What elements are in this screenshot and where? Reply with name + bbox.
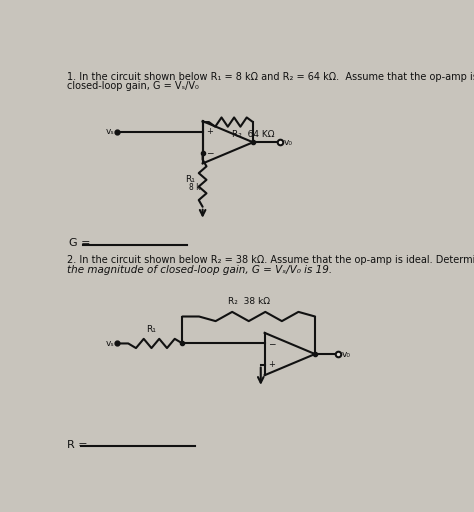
Text: vₛ: vₛ (106, 127, 114, 136)
Text: −: − (207, 148, 214, 157)
Text: +: + (268, 360, 275, 369)
Text: +: + (207, 127, 213, 136)
Text: R₁: R₁ (185, 175, 195, 184)
Text: v₀: v₀ (284, 138, 293, 147)
Text: 1. In the circuit shown below R₁ = 8 kΩ and R₂ = 64 kΩ.  Assume that the op-amp : 1. In the circuit shown below R₁ = 8 kΩ … (67, 72, 474, 82)
Text: vₛ: vₛ (106, 339, 114, 348)
Text: R =: R = (67, 440, 91, 450)
Text: R₁: R₁ (146, 325, 156, 334)
Text: 2. In the circuit shown below R₂ = 38 kΩ. Assume that the op-amp is ideal. Deter: 2. In the circuit shown below R₂ = 38 kΩ… (67, 255, 474, 266)
Text: 8 k: 8 k (190, 183, 201, 192)
Text: G =: G = (69, 238, 93, 248)
Text: the magnitude of closed-loop gain, G = Vₛ/V₀ is 19.: the magnitude of closed-loop gain, G = V… (67, 265, 332, 275)
Text: R₂  38 kΩ: R₂ 38 kΩ (228, 297, 270, 306)
Text: closed-loop gain, G = Vₛ/V₀: closed-loop gain, G = Vₛ/V₀ (67, 81, 199, 92)
Text: −: − (268, 339, 276, 348)
Text: R₂  64 KΩ: R₂ 64 KΩ (232, 130, 274, 139)
Text: v₀: v₀ (342, 350, 351, 358)
